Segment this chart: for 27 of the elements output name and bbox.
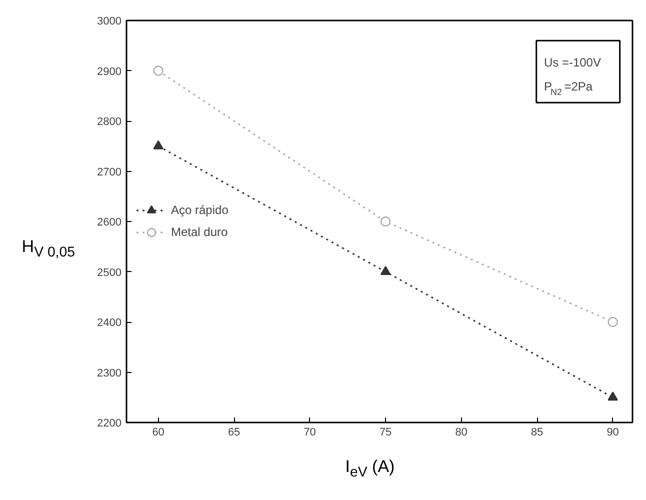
y-tick-label: 2600 bbox=[97, 216, 122, 228]
x-axis-title: I$_{eV}$ (A) bbox=[345, 456, 395, 482]
x-tick-label: 80 bbox=[455, 426, 468, 438]
point bbox=[608, 392, 618, 401]
y-tick-label: 2500 bbox=[97, 266, 122, 279]
point bbox=[380, 266, 391, 275]
x-tick-label: 90 bbox=[606, 426, 619, 438]
x-tick-label: 75 bbox=[379, 426, 392, 438]
point bbox=[153, 140, 164, 150]
x-tick-label: 85 bbox=[530, 426, 544, 438]
y-axis-title: H$_{V 0,05}$ bbox=[22, 236, 75, 262]
y-tick-label: 3000 bbox=[97, 16, 122, 28]
legend-label: Aço rápido bbox=[171, 203, 228, 217]
y-tick-label: 2700 bbox=[97, 166, 122, 178]
y-tick-label: 2200 bbox=[97, 418, 122, 430]
point bbox=[380, 216, 391, 227]
y-tick-label: 2400 bbox=[97, 317, 122, 329]
point bbox=[153, 66, 164, 76]
point bbox=[608, 316, 618, 328]
y-tick-label: 2300 bbox=[97, 367, 122, 380]
x-tick-label: 60 bbox=[152, 426, 164, 438]
y-tick-label: 2800 bbox=[97, 116, 122, 128]
annotation: Us =-100V bbox=[544, 56, 601, 70]
x-tick-label: 65 bbox=[228, 426, 240, 438]
x-tick-label: 70 bbox=[304, 426, 316, 438]
legend-label: Metal duro bbox=[171, 225, 228, 239]
y-tick-label: 2900 bbox=[97, 66, 122, 78]
